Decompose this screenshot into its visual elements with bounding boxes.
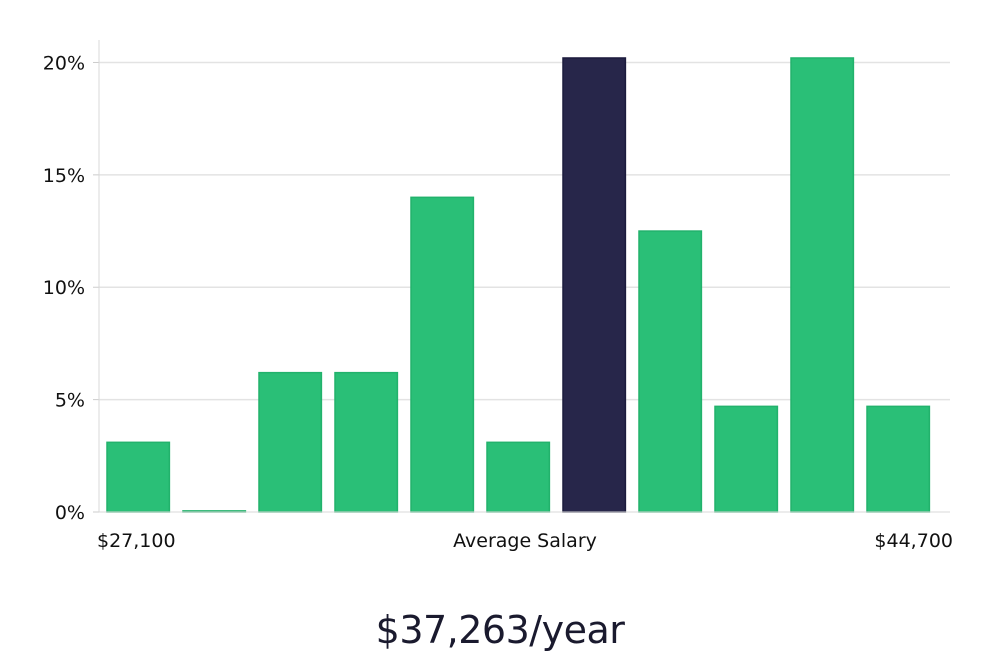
bar (790, 57, 855, 513)
x-axis-title: Average Salary (453, 530, 597, 552)
bar (486, 441, 551, 513)
bar (334, 371, 399, 513)
bar (258, 371, 323, 513)
bar (638, 230, 703, 513)
y-tick-label: 0% (55, 502, 85, 524)
y-axis-ticks: 0% 5% 10% 15% 20% (43, 52, 99, 524)
y-tick-label: 20% (43, 52, 85, 74)
bar (866, 405, 931, 513)
y-tick-label: 15% (43, 165, 85, 187)
y-tick-label: 10% (43, 277, 85, 299)
bar (714, 405, 779, 513)
y-tick-label: 5% (55, 390, 85, 412)
bar-highlighted (562, 57, 627, 513)
average-salary-headline: $37,263/year (375, 608, 625, 652)
bars (106, 57, 931, 513)
bar (106, 441, 171, 513)
x-min-label: $27,100 (97, 530, 176, 552)
bar (410, 196, 475, 513)
x-max-label: $44,700 (874, 530, 953, 552)
